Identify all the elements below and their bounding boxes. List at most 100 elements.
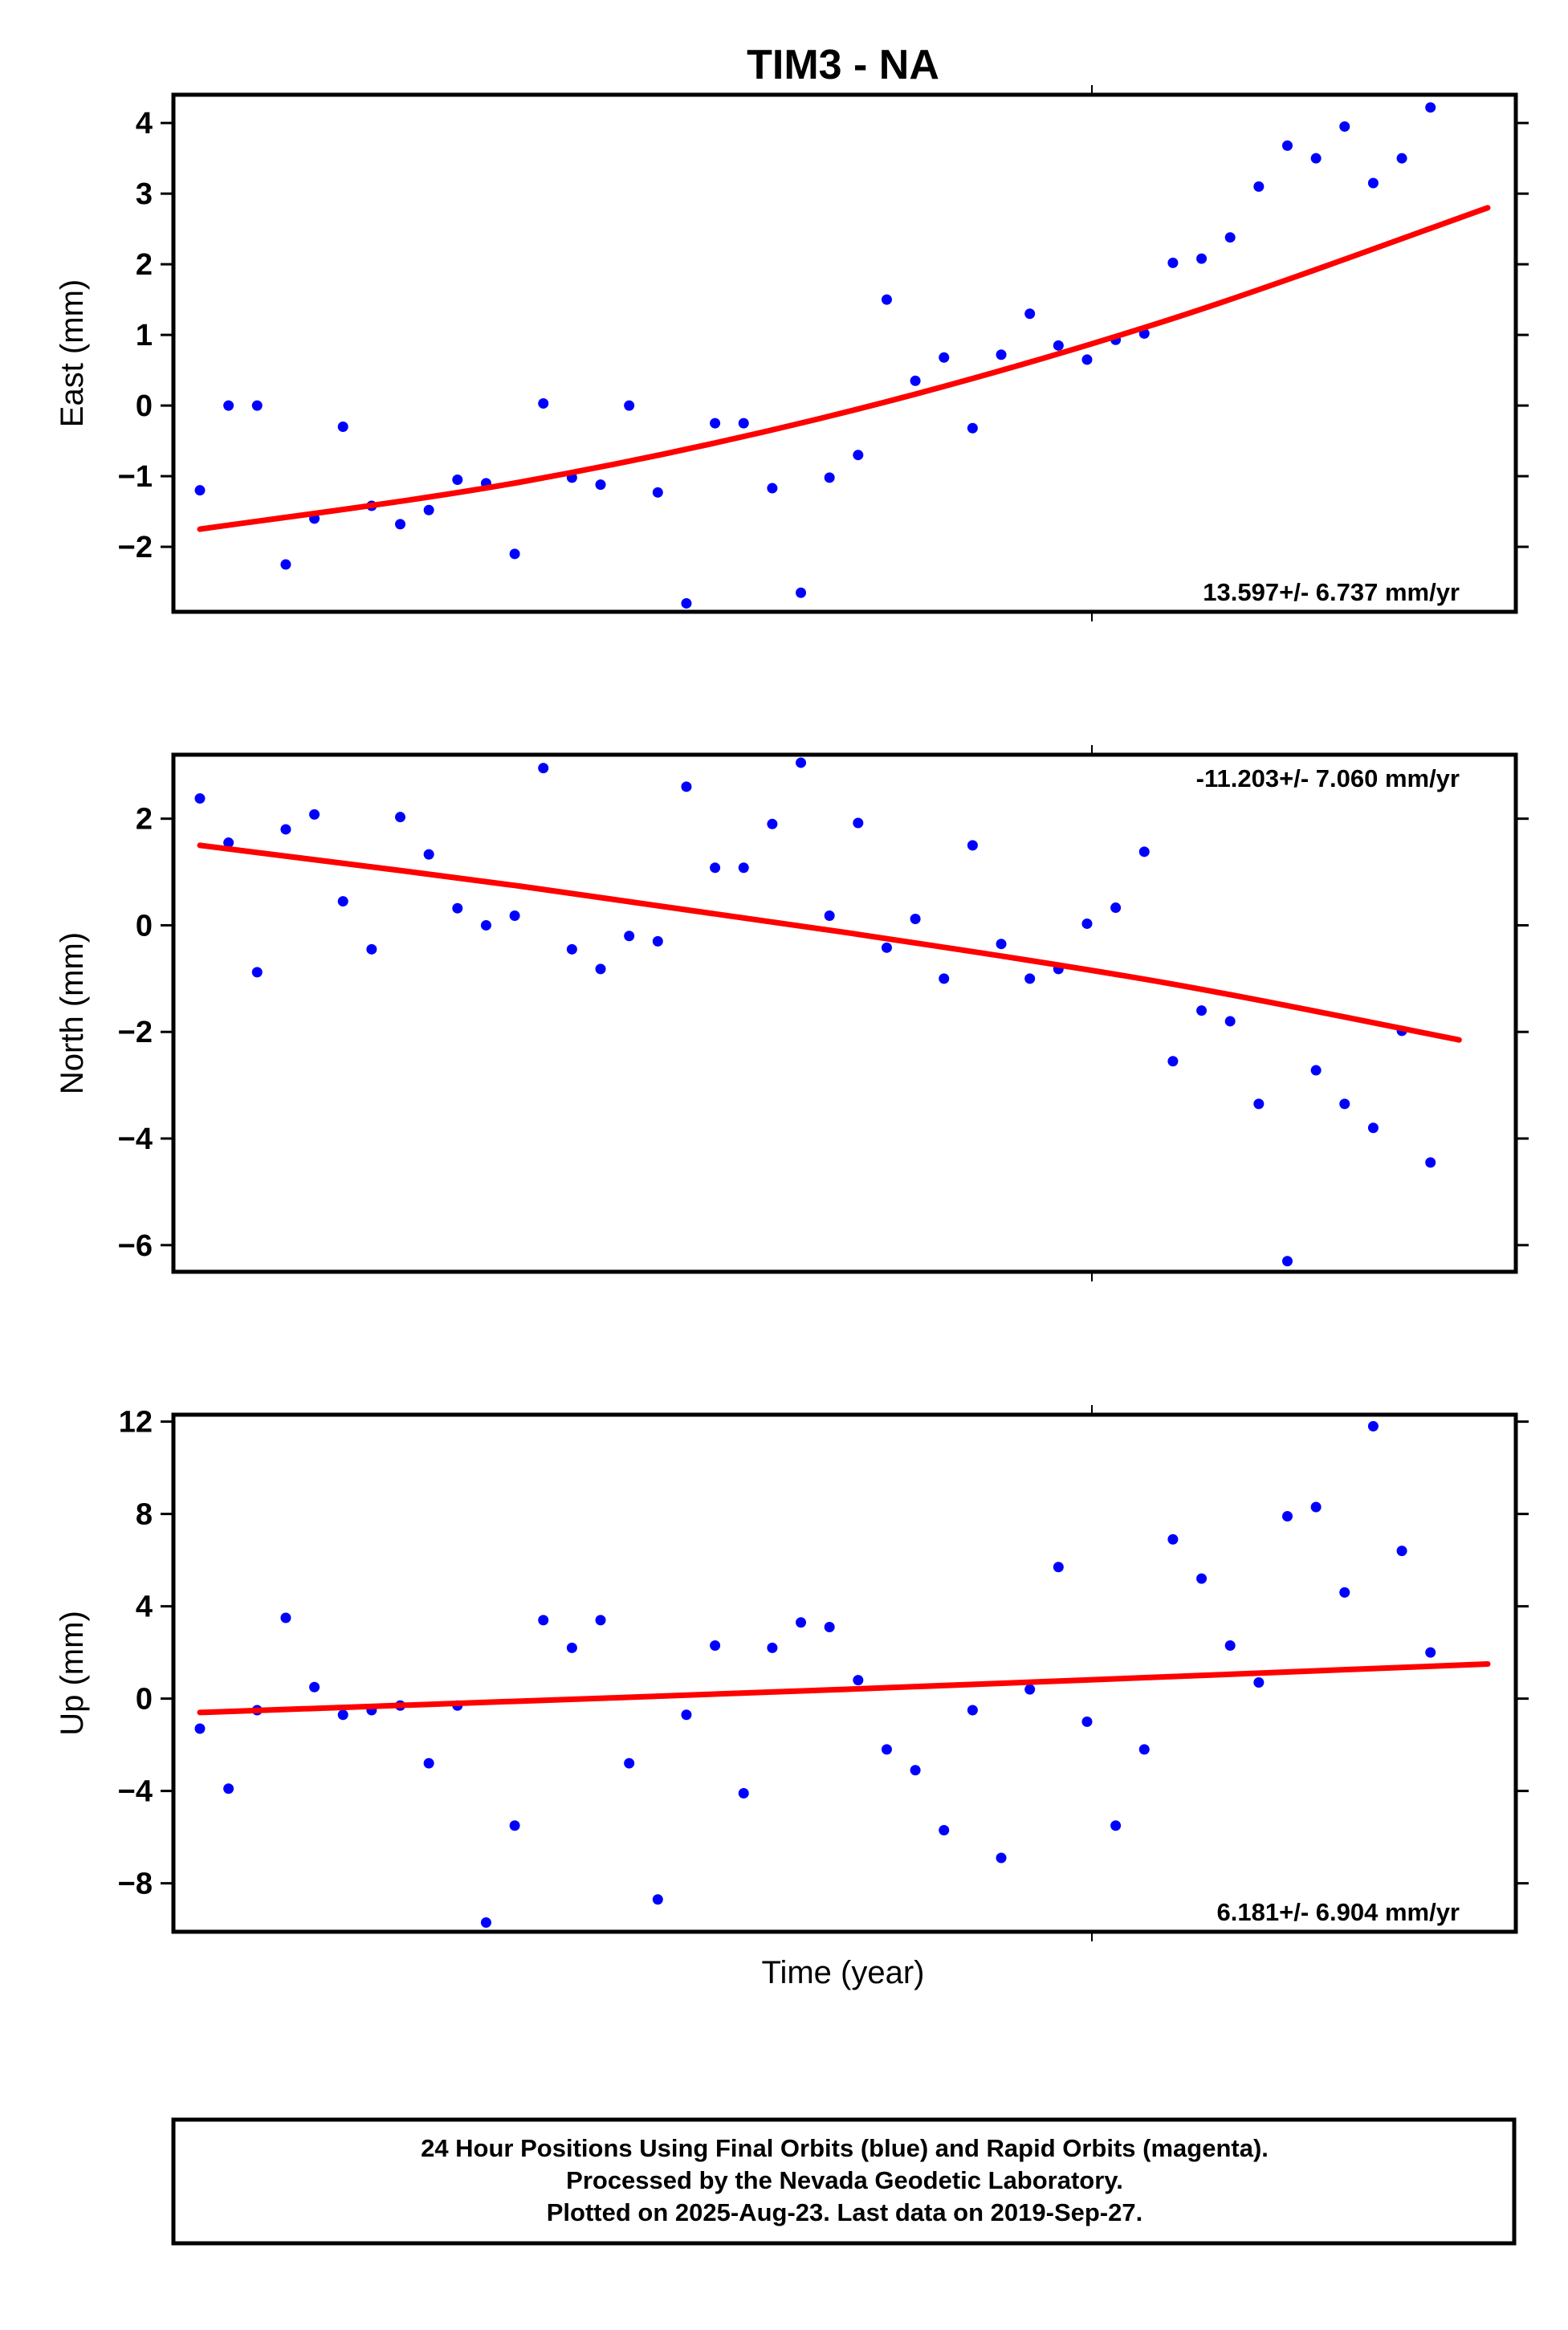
up-data-point: [910, 1765, 921, 1776]
east-data-point: [881, 294, 892, 305]
east-data-point: [1396, 153, 1407, 164]
east-data-point: [1339, 121, 1350, 132]
north-data-point: [1167, 1056, 1179, 1067]
north-data-point: [566, 943, 577, 955]
x-axis-label: Time (year): [762, 1955, 925, 1990]
north-data-point: [910, 913, 921, 924]
north-data-point: [1081, 918, 1093, 929]
north-data-point: [1425, 1157, 1436, 1168]
east-data-point: [939, 352, 950, 363]
north-data-point: [853, 817, 864, 829]
up-data-point: [624, 1758, 635, 1769]
up-data-point: [681, 1709, 692, 1721]
east-data-point: [337, 421, 348, 432]
up-data-point: [1339, 1587, 1350, 1598]
north-data-point: [996, 939, 1007, 950]
east-data-point: [738, 418, 749, 429]
east-data-point: [194, 485, 206, 496]
north-data-point: [881, 942, 892, 953]
north-data-point: [1110, 902, 1122, 914]
up-data-point: [595, 1615, 606, 1626]
up-data-point: [1138, 1744, 1150, 1755]
north-data-point: [967, 840, 978, 851]
up-data-point: [1053, 1562, 1064, 1573]
up-data-point: [423, 1758, 434, 1769]
footer-box: [171, 2117, 1517, 2246]
east-data-point: [280, 559, 291, 570]
up-data-point: [1224, 1640, 1236, 1651]
north-data-point: [1310, 1065, 1322, 1076]
east-y-axis-label: East (mm): [55, 279, 90, 427]
east-data-point: [652, 487, 663, 498]
north-data-point: [710, 862, 721, 874]
north-panel: −6 −4 −2 0 2 North (mm) -11.203+/- 7.060 mm/yr: [55, 745, 1529, 1281]
east-data-point: [1053, 340, 1064, 351]
north-data-point: [824, 910, 835, 922]
east-data-point: [710, 418, 721, 429]
north-data-point: [624, 931, 635, 942]
north-data-point: [480, 919, 491, 931]
east-data-point: [1081, 354, 1093, 365]
north-data-point: [1339, 1098, 1350, 1110]
up-plot-frame: [171, 1412, 1518, 1934]
up-data-point: [1367, 1420, 1379, 1432]
east-data-point: [1281, 140, 1293, 151]
up-data-point: [767, 1642, 778, 1653]
north-data-point: [309, 809, 320, 820]
chart-title: TIM3 - NA: [747, 42, 939, 88]
east-data-point: [967, 422, 978, 434]
up-data-point: [566, 1642, 577, 1653]
up-y-tick-label: 8: [136, 1498, 153, 1532]
east-data-point: [1310, 153, 1322, 164]
footer-line-2: Processed by the Nevada Geodetic Laborat…: [566, 2166, 1123, 2194]
east-y-tick-label: 4: [136, 107, 153, 141]
up-data-point: [309, 1681, 320, 1693]
north-data-point: [1253, 1098, 1265, 1110]
up-panel: −8 −4 0 4 8 12 Up (mm) 6.181+/- 6.904 mm/yr: [55, 1405, 1529, 1941]
up-data-point: [853, 1675, 864, 1686]
north-data-point: [337, 896, 348, 907]
north-data-point: [1367, 1122, 1379, 1134]
north-data-point: [681, 781, 692, 792]
up-data-point: [1253, 1677, 1265, 1688]
north-data-point: [538, 763, 549, 774]
up-data-point: [824, 1622, 835, 1632]
east-trend-line: [197, 205, 1491, 532]
east-plot-frame: [171, 92, 1518, 614]
north-data-point: [1196, 1005, 1208, 1016]
east-data-point: [452, 474, 463, 485]
north-y-axis-label: North (mm): [55, 932, 90, 1094]
up-data-point: [996, 1852, 1007, 1864]
north-data-point: [767, 818, 778, 829]
up-data-point: [881, 1744, 892, 1755]
east-data-point: [796, 587, 807, 598]
up-y-tick-label: 12: [119, 1406, 153, 1440]
up-y-tick-label: −8: [118, 1868, 153, 1901]
up-data-point: [738, 1788, 749, 1798]
up-data-point: [509, 1820, 520, 1831]
north-y-tick-label: −6: [118, 1229, 153, 1263]
north-data-point: [395, 812, 406, 823]
north-plot-frame: [171, 752, 1518, 1274]
east-y-tick-label: 3: [136, 177, 153, 211]
up-data-point: [1396, 1546, 1407, 1557]
north-y-tick-label: −2: [118, 1016, 153, 1049]
north-data-point: [939, 973, 950, 984]
north-data-point: [652, 935, 663, 947]
north-y-tick-label: 0: [136, 909, 153, 943]
east-y-tick-label: −2: [118, 531, 153, 564]
east-y-tick-label: −1: [118, 460, 153, 494]
east-data-point: [595, 479, 606, 491]
up-data-point: [1167, 1534, 1179, 1545]
north-data-point: [509, 910, 520, 922]
north-data-point: [251, 967, 263, 978]
up-data-point: [1024, 1684, 1036, 1695]
east-data-point: [509, 548, 520, 560]
north-data-point: [280, 824, 291, 835]
east-data-point: [624, 400, 635, 411]
up-y-axis-label: Up (mm): [55, 1611, 90, 1736]
east-data-point: [1224, 232, 1236, 243]
up-data-point: [223, 1783, 234, 1794]
footer-line-3: Plotted on 2025-Aug-23. Last data on 201…: [547, 2198, 1142, 2226]
